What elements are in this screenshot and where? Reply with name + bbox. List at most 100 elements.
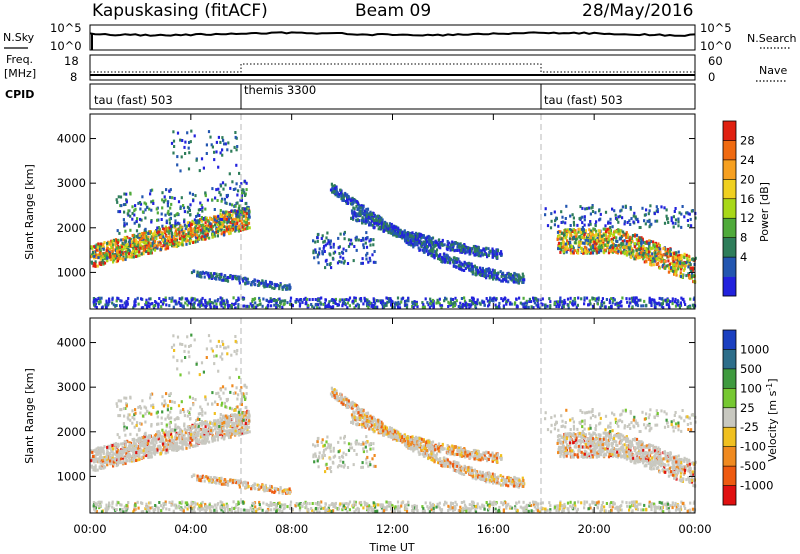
echo-point [196, 236, 200, 240]
echo-point [192, 231, 195, 235]
echo-point [592, 227, 595, 231]
echo-point [118, 210, 122, 214]
echo-point [216, 222, 219, 226]
echo-point [250, 283, 253, 287]
echo-point [157, 226, 160, 229]
echo-point [483, 303, 486, 307]
echo-point [565, 233, 569, 236]
echo-point [157, 303, 160, 306]
echo-point [133, 242, 136, 246]
echo-point [105, 299, 108, 303]
echo-point [418, 235, 421, 239]
echo-point [406, 303, 409, 307]
echo-point [537, 507, 540, 511]
echo-point [329, 242, 332, 246]
echo-point [600, 300, 603, 303]
echo-point [121, 241, 124, 245]
echo-point [439, 246, 442, 250]
echo-point [165, 219, 168, 223]
echo-point [145, 246, 148, 250]
echo-point [622, 233, 625, 237]
echo-point [191, 298, 194, 302]
echo-point [127, 252, 131, 256]
echo-point [486, 299, 489, 303]
echo-point [597, 296, 600, 300]
echo-point [678, 256, 681, 260]
echo-point [510, 506, 513, 510]
echo-point [149, 302, 152, 306]
echo-point [467, 262, 470, 266]
echo-point [101, 254, 104, 257]
echo-point [591, 239, 595, 243]
echo-point [648, 209, 651, 213]
echo-point [245, 188, 248, 192]
echo-point [628, 252, 631, 256]
echo-point [441, 238, 444, 242]
echo-point [184, 301, 187, 305]
echo-point [138, 250, 141, 254]
echo-point [564, 242, 567, 246]
echo-point [599, 217, 602, 221]
echo-point [141, 210, 145, 214]
echo-point [281, 285, 285, 289]
echo-point [568, 228, 572, 232]
echo-point [179, 304, 182, 307]
echo-point [144, 303, 147, 307]
echo-point [331, 256, 334, 260]
echo-point [599, 234, 602, 237]
echo-point [237, 507, 240, 511]
echo-point [378, 226, 381, 229]
echo-point [196, 230, 199, 234]
echo-point [256, 507, 259, 511]
echo-point [93, 303, 96, 306]
echo-point [264, 279, 267, 283]
echo-point [322, 302, 325, 306]
echo-point [488, 250, 491, 254]
echo-point [675, 256, 678, 260]
echo-point [175, 244, 178, 248]
echo-point [215, 230, 218, 234]
echo-point [199, 228, 202, 232]
echo-point [596, 297, 599, 301]
echo-point [199, 271, 202, 275]
echo-point [224, 215, 227, 219]
echo-point [544, 213, 547, 217]
echo-point [623, 222, 626, 226]
echo-point [471, 302, 474, 306]
echo-point [117, 252, 120, 256]
echo-point [142, 252, 145, 256]
echo-point [391, 226, 394, 230]
echo-point [572, 220, 575, 224]
cbar-tick-label: 20 [740, 172, 755, 186]
echo-point [191, 192, 194, 196]
echo-point [145, 230, 148, 234]
echo-point [616, 244, 619, 248]
echo-point [398, 306, 402, 310]
echo-point [460, 249, 463, 253]
echo-point [126, 212, 129, 216]
echo-point [652, 243, 655, 247]
echo-point [174, 221, 177, 225]
echo-point [619, 235, 622, 239]
cbar-swatch [723, 276, 736, 297]
echo-point [342, 194, 345, 198]
echo-point [494, 303, 497, 307]
echo-point [346, 510, 349, 514]
echo-point [596, 238, 599, 242]
echo-point [144, 245, 147, 248]
echo-point [688, 260, 691, 264]
echo-point [168, 500, 171, 504]
echo-point [151, 506, 154, 509]
echo-point [206, 272, 209, 276]
freq-left-label-top: Freq. [6, 53, 33, 66]
echo-point [477, 270, 480, 274]
echo-point [610, 240, 614, 244]
echo-point [683, 300, 686, 304]
echo-point [658, 303, 661, 307]
echo-point [343, 298, 346, 302]
echo-point [431, 252, 434, 256]
echo-point [410, 243, 413, 247]
echo-point [244, 194, 247, 197]
echo-point [359, 206, 362, 210]
echo-point [247, 509, 250, 513]
